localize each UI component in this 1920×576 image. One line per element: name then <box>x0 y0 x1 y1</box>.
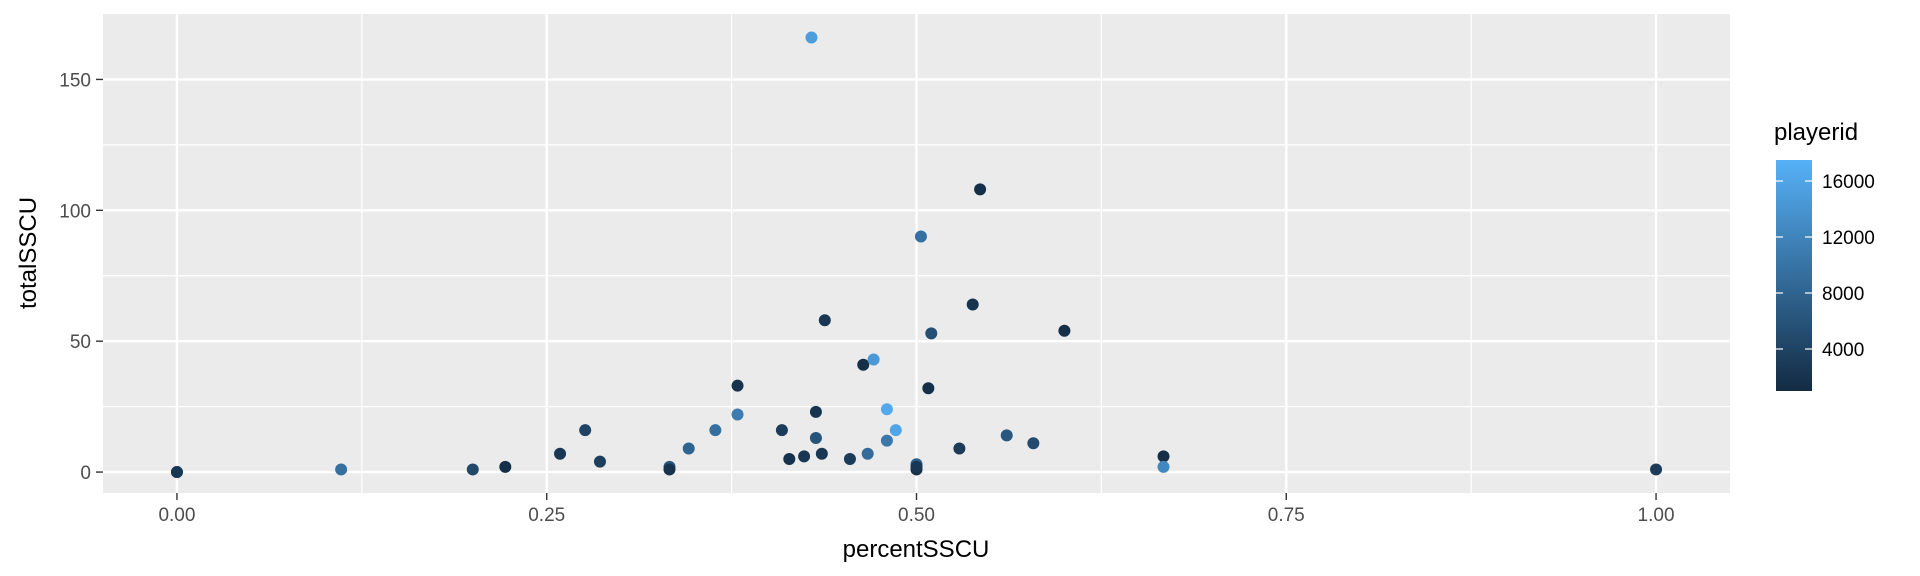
data-point <box>889 424 902 437</box>
data-points <box>170 31 1663 479</box>
data-point <box>1027 437 1040 450</box>
data-point <box>593 455 606 468</box>
data-point <box>1058 324 1071 337</box>
x-axis-title: percentSSCU <box>843 536 990 563</box>
data-point <box>861 447 874 460</box>
data-point <box>914 230 927 243</box>
data-point <box>818 314 831 327</box>
data-point <box>663 463 676 476</box>
y-tick-label: 150 <box>59 70 91 91</box>
y-axis: 0 50 100 150 <box>59 70 103 484</box>
data-point <box>867 353 880 366</box>
legend-tick-label: 16000 <box>1822 172 1875 193</box>
x-tick-label: 1.00 <box>1638 505 1675 526</box>
major-gridlines <box>103 14 1730 493</box>
data-point <box>922 382 935 395</box>
legend-colorbar <box>1776 160 1812 391</box>
x-tick-label: 0.75 <box>1268 505 1305 526</box>
data-point <box>815 447 828 460</box>
y-axis-title: totalSSCU <box>15 197 42 309</box>
legend: playerid 4000 8000 12000 16000 <box>1774 119 1875 391</box>
legend-title: playerid <box>1774 119 1858 146</box>
data-point <box>682 442 695 455</box>
data-point <box>335 463 348 476</box>
legend-tick-label: 8000 <box>1822 284 1864 305</box>
data-point <box>554 447 567 460</box>
data-point <box>466 463 479 476</box>
y-tick-label: 100 <box>59 201 91 222</box>
x-tick-label: 0.50 <box>898 505 935 526</box>
data-point <box>499 460 512 473</box>
data-point <box>843 452 856 465</box>
data-point <box>1157 460 1170 473</box>
data-point <box>805 31 818 44</box>
data-point <box>809 432 822 445</box>
y-tick-label: 50 <box>70 332 91 353</box>
legend-ticks: 4000 8000 12000 16000 <box>1776 172 1875 361</box>
data-point <box>170 466 183 479</box>
legend-tick-label: 12000 <box>1822 228 1875 249</box>
data-point <box>880 403 893 416</box>
data-point <box>953 442 966 455</box>
data-point <box>731 408 744 421</box>
y-tick-label: 0 <box>80 463 91 484</box>
data-point <box>880 434 893 447</box>
data-point <box>966 298 979 311</box>
data-point <box>857 358 870 371</box>
data-point <box>1000 429 1013 442</box>
data-point <box>731 379 744 392</box>
x-tick-label: 0.25 <box>528 505 565 526</box>
data-point <box>1157 450 1170 463</box>
data-point <box>579 424 592 437</box>
x-tick-label: 0.00 <box>158 505 195 526</box>
legend-tick-label: 4000 <box>1822 340 1864 361</box>
data-point <box>783 452 796 465</box>
data-point <box>1650 463 1663 476</box>
data-point <box>798 450 811 463</box>
data-point <box>775 424 788 437</box>
data-point <box>709 424 722 437</box>
data-point <box>925 327 938 340</box>
data-point <box>910 460 923 473</box>
x-axis: 0.00 0.25 0.50 0.75 1.00 <box>158 493 1675 526</box>
data-point <box>809 405 822 418</box>
data-point <box>974 183 987 196</box>
